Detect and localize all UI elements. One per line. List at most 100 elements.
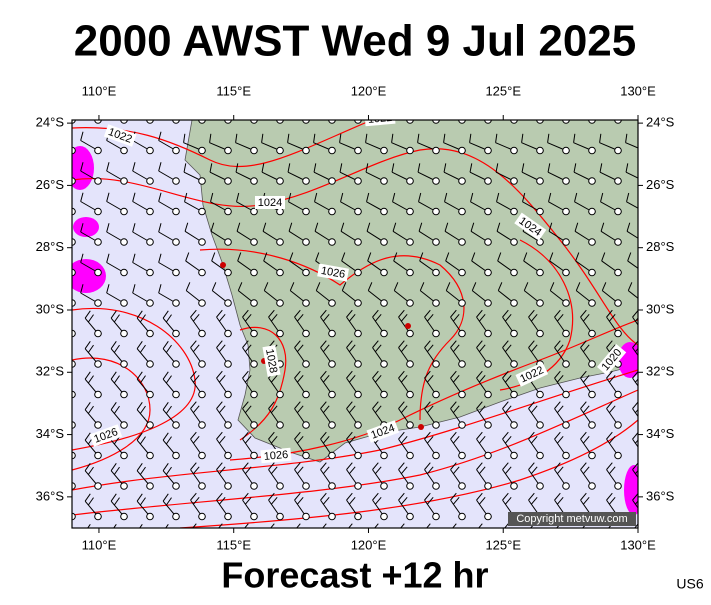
barb-feather bbox=[365, 104, 366, 113]
barb-feather bbox=[450, 492, 457, 501]
barb-station bbox=[250, 238, 258, 246]
barb-feather bbox=[469, 104, 470, 113]
barb-feather bbox=[574, 192, 578, 202]
barb-station bbox=[94, 421, 102, 429]
barb-staff bbox=[304, 120, 306, 121]
barb-station bbox=[510, 207, 518, 216]
barb-feather bbox=[450, 431, 457, 440]
barb-station bbox=[329, 544, 336, 551]
barb-station bbox=[120, 512, 128, 521]
barb-station bbox=[198, 390, 206, 399]
y-tick-label: 30°S bbox=[36, 301, 65, 316]
barb-feather bbox=[502, 462, 509, 470]
copyright: Copyright metvuw.com bbox=[516, 513, 627, 525]
barb-feather bbox=[110, 402, 117, 410]
barb-station bbox=[614, 299, 622, 307]
barb-feather bbox=[453, 435, 460, 444]
barb-feather bbox=[375, 344, 382, 353]
barb-feather bbox=[193, 496, 200, 505]
barb-feather bbox=[453, 496, 460, 505]
barb-feather bbox=[505, 374, 512, 383]
barb-feather bbox=[417, 163, 421, 173]
barb-feather bbox=[136, 493, 143, 502]
barb-feather bbox=[479, 435, 486, 444]
barb-feather bbox=[476, 370, 483, 379]
barb-feather bbox=[522, 192, 526, 202]
barb-station bbox=[432, 512, 440, 521]
barb-feather bbox=[471, 252, 476, 262]
barb-station bbox=[588, 146, 596, 155]
barb-feather bbox=[62, 467, 67, 474]
barb-station bbox=[588, 329, 596, 338]
barb-station bbox=[250, 299, 258, 307]
barb-staff bbox=[96, 120, 98, 121]
barb-feather bbox=[133, 101, 135, 110]
barb-feather bbox=[580, 340, 587, 348]
barb-feather bbox=[496, 222, 501, 232]
barb-feather bbox=[505, 405, 512, 414]
barb-feather bbox=[55, 223, 57, 232]
barb-station bbox=[484, 421, 492, 429]
barb-feather bbox=[183, 104, 184, 113]
barb-feather bbox=[242, 370, 249, 379]
barb-station bbox=[432, 177, 440, 185]
barb-station bbox=[458, 451, 466, 460]
barb-station bbox=[588, 421, 596, 429]
barb-station bbox=[614, 390, 622, 399]
barb-feather bbox=[323, 374, 330, 383]
barb-feather bbox=[87, 314, 94, 323]
barb-staff bbox=[330, 120, 332, 121]
barb-station bbox=[641, 391, 648, 398]
barb-feather bbox=[145, 527, 146, 528]
barb-station bbox=[302, 421, 310, 429]
barb-station bbox=[146, 299, 154, 307]
barb-station bbox=[72, 299, 76, 307]
barb-feather bbox=[574, 222, 579, 232]
barb-feather bbox=[80, 253, 84, 263]
barb-station bbox=[146, 146, 154, 155]
barb-station bbox=[614, 120, 622, 124]
barb-feather bbox=[55, 101, 57, 110]
barb-feather bbox=[320, 462, 327, 470]
barb-station bbox=[72, 512, 76, 521]
barb-staff bbox=[512, 120, 514, 121]
barb-feather bbox=[346, 462, 353, 470]
barb-feather bbox=[424, 309, 431, 318]
barb-feather bbox=[242, 309, 249, 318]
barb-station bbox=[250, 207, 258, 216]
barb-feather bbox=[162, 341, 169, 349]
barb-feather bbox=[401, 344, 408, 353]
barb-feather bbox=[523, 252, 528, 262]
barb-station bbox=[72, 360, 76, 368]
barb-station bbox=[328, 451, 336, 460]
map-area: 1022102210241024102610281024102210201026… bbox=[55, 101, 648, 551]
barb-station bbox=[614, 238, 622, 246]
barb-feather bbox=[110, 371, 117, 380]
barb-feather bbox=[84, 341, 91, 349]
barb-station bbox=[484, 177, 492, 185]
barb-station bbox=[94, 268, 102, 277]
y-tick-label: 28°S bbox=[646, 239, 675, 254]
barb-feather bbox=[323, 344, 330, 353]
barb-feather bbox=[55, 162, 57, 171]
barb-station bbox=[276, 329, 284, 338]
barb-staff bbox=[200, 120, 202, 121]
barb-feather bbox=[453, 344, 460, 353]
barb-feather bbox=[216, 492, 223, 501]
barb-feather bbox=[296, 523, 301, 528]
barb-feather bbox=[401, 405, 408, 414]
barb-staff bbox=[137, 532, 150, 547]
barb-feather bbox=[502, 401, 509, 409]
barb-feather bbox=[297, 313, 304, 322]
barb-feather bbox=[158, 162, 162, 172]
barb-staff bbox=[252, 120, 254, 121]
isobar-label-box bbox=[103, 124, 137, 147]
barb-feather bbox=[245, 435, 252, 444]
barb-station bbox=[172, 421, 180, 429]
barb-staff bbox=[581, 531, 592, 547]
barb-feather bbox=[626, 192, 630, 202]
barb-feather bbox=[193, 313, 200, 322]
barb-feather bbox=[245, 405, 252, 414]
barb-feather bbox=[219, 313, 226, 322]
barb-station bbox=[562, 207, 570, 216]
